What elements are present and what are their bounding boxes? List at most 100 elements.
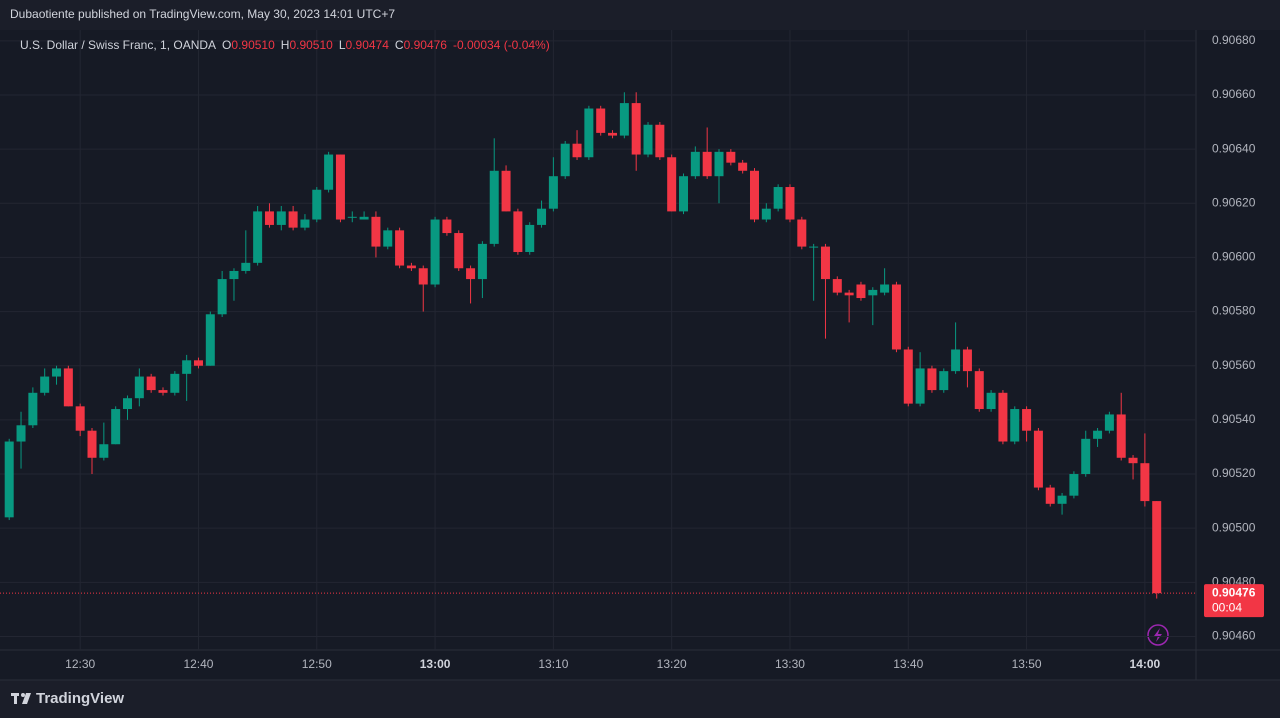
candle-body: [537, 208, 547, 225]
x-tick-label: 13:40: [893, 657, 923, 671]
symbol-title: U.S. Dollar / Swiss Franc, 1, OANDA: [20, 38, 217, 52]
y-tick-label: 0.90560: [1212, 358, 1256, 372]
candle-body: [466, 268, 476, 280]
candle-body: [217, 279, 227, 315]
candle-body: [1069, 474, 1079, 496]
x-tick-label: 13:50: [1012, 657, 1042, 671]
brand: TradingView: [36, 690, 124, 707]
x-tick-label: 12:50: [302, 657, 332, 671]
x-tick-label: 14:00: [1130, 657, 1161, 671]
candle-body: [844, 292, 854, 296]
candle-body: [726, 151, 736, 163]
candle-body: [324, 154, 334, 190]
candle-body: [927, 368, 937, 391]
candle-body: [631, 103, 641, 155]
candle-body: [347, 216, 357, 218]
candle-body: [300, 219, 310, 228]
candle-body: [820, 246, 830, 280]
candles: [4, 92, 1162, 599]
candle-body: [28, 392, 38, 426]
candle-body: [749, 170, 759, 220]
candle-body: [951, 349, 961, 372]
high-label: H: [280, 38, 290, 52]
low-label: L: [338, 38, 346, 52]
candle-body: [1033, 430, 1043, 488]
candle-body: [16, 425, 26, 442]
candle-body: [1010, 409, 1020, 442]
close-value: 0.90476: [403, 38, 447, 52]
candle-body: [134, 376, 144, 399]
last-price-label: 0.90476: [1212, 585, 1256, 599]
open-value: 0.90510: [231, 38, 275, 52]
candle-body: [1057, 495, 1067, 504]
candle-body: [986, 392, 996, 410]
candle-body: [193, 360, 203, 366]
candle-body: [1104, 414, 1114, 431]
candle-body: [276, 211, 286, 225]
y-tick-label: 0.90580: [1212, 304, 1256, 318]
candle-body: [4, 441, 14, 518]
candle-body: [146, 376, 156, 391]
candle-body: [679, 176, 689, 212]
candle-body: [962, 349, 972, 372]
candle-body: [667, 157, 677, 212]
candle-body: [572, 143, 582, 158]
candle-body: [52, 368, 62, 377]
y-tick-label: 0.90520: [1212, 466, 1256, 480]
candle-body: [785, 187, 795, 220]
candle-body: [1022, 409, 1032, 431]
candle-body: [809, 246, 819, 248]
alert-icon[interactable]: [1147, 624, 1169, 646]
candle-body: [643, 124, 653, 155]
candle-body: [525, 224, 535, 253]
candle-body: [868, 289, 878, 296]
candle-body: [655, 124, 665, 158]
candle-body: [111, 409, 121, 445]
candle-body: [170, 373, 180, 393]
candle-body: [548, 176, 558, 209]
candle-body: [702, 151, 712, 177]
candle-body: [832, 279, 842, 293]
candle-body: [406, 265, 416, 269]
x-tick-label: 13:00: [420, 657, 451, 671]
candle-body: [288, 211, 298, 228]
candle-body: [584, 108, 594, 158]
y-tick-label: 0.90660: [1212, 87, 1256, 101]
attribution: Dubaotiente published on TradingView.com…: [10, 7, 395, 21]
y-tick-label: 0.90680: [1212, 33, 1256, 47]
candle-body: [253, 211, 263, 263]
candle-body: [915, 368, 925, 404]
y-tick-label: 0.90600: [1212, 250, 1256, 264]
candle-body: [1128, 457, 1138, 464]
candle-body: [182, 360, 192, 374]
candle-body: [371, 216, 381, 247]
y-tick-label: 0.90500: [1212, 520, 1256, 534]
candle-body: [489, 170, 499, 244]
candle-body: [761, 208, 771, 220]
last-price-tag: [1204, 584, 1264, 618]
y-tick-label: 0.90540: [1212, 412, 1256, 426]
close-label: C: [394, 38, 404, 52]
x-tick-label: 12:30: [65, 657, 95, 671]
candle-body: [903, 349, 913, 404]
candle-body: [714, 151, 724, 177]
candle-body: [454, 233, 464, 269]
y-tick-label: 0.90640: [1212, 141, 1256, 155]
candle-body: [880, 284, 890, 293]
x-tick-label: 13:30: [775, 657, 805, 671]
candle-body: [477, 243, 487, 280]
x-tick-label: 13:10: [538, 657, 568, 671]
x-tick-label: 13:20: [657, 657, 687, 671]
candle-body: [395, 230, 405, 266]
candle-body: [939, 371, 949, 391]
low-value: 0.90474: [345, 38, 389, 52]
candle-body: [998, 392, 1008, 442]
candle-body: [797, 219, 807, 247]
candle-body: [430, 219, 440, 285]
candle-body: [690, 151, 700, 177]
candle-body: [158, 390, 168, 393]
candle-body: [1116, 414, 1126, 458]
candle-body: [608, 132, 618, 136]
y-tick-label: 0.90460: [1212, 629, 1256, 643]
